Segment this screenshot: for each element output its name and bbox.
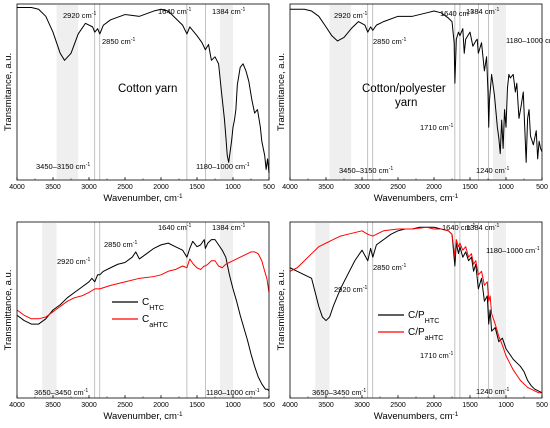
x-tick-label: 4000: [282, 402, 298, 409]
annotation-label: 1640 cm-1: [440, 9, 473, 18]
y-axis-label: Transmitance, a.u.: [3, 53, 14, 131]
x-tick-label: 2000: [426, 184, 442, 191]
spectrum-line-htc: [289, 226, 543, 394]
x-tick-label: 2500: [117, 402, 133, 409]
spectrum-line-main: [17, 7, 270, 174]
x-tick-label: 1000: [498, 184, 514, 191]
annotation-label: 2920 cm-1: [334, 285, 367, 294]
x-tick-label: 2500: [390, 184, 406, 191]
x-tick-label: 500: [263, 402, 275, 409]
x-tick-label: 4000: [9, 184, 25, 191]
annotation-label: 1384 cm-1: [212, 223, 245, 232]
x-tick-label: 1500: [189, 184, 205, 191]
x-tick-label: 4000: [9, 402, 25, 409]
x-tick-label: 3000: [81, 402, 97, 409]
spectrum-line-ahtc: [289, 226, 542, 394]
annotation-label: 2850 cm-1: [104, 240, 137, 249]
annotation-label: 1180–1000 cm-1: [486, 246, 540, 255]
annotation-label: 3650–3450 cm-1: [34, 388, 88, 397]
x-tick-label: 2000: [153, 402, 169, 409]
annotation-label: 1384 cm-1: [466, 7, 499, 16]
y-axis-label: Transmitance, a.u.: [276, 53, 287, 131]
legend-entry: CHTC: [142, 297, 164, 312]
x-tick-label: 1000: [225, 402, 241, 409]
panel-title: Cotton yarn: [118, 83, 177, 95]
panel-bottom-left: 4000 3500 3000 2500 2000 1500 1000 500 Wavenumbe…: [3, 221, 275, 423]
annotation-label: 3650–3450 cm-1: [312, 388, 366, 397]
annotation-label: 1180–1000 cm-1: [506, 36, 550, 45]
panel-title-line2: yarn: [395, 97, 417, 109]
x-tick-label: 1500: [189, 402, 205, 409]
x-tick-label: 1000: [498, 402, 514, 409]
annotation-label: 2850 cm-1: [373, 263, 406, 272]
annotation-label: 1640 cm-1: [158, 7, 191, 16]
y-axis-label: Transmittance, a.u.: [3, 270, 14, 351]
annotation-label: 1240 cm-1: [476, 387, 509, 396]
x-axis-label: Wavenumber, cm-1: [103, 411, 183, 423]
x-axis-label: Wavenumber, cm-1: [103, 193, 183, 205]
panel-top-right: 4000 3500 3000 2500 2000 1500 1000 500 Wavenumbe…: [276, 3, 550, 205]
annotation-label: 2920 cm-1: [57, 257, 90, 266]
x-tick-label: 3500: [45, 402, 61, 409]
annotation-label: 2920 cm-1: [334, 11, 367, 20]
x-tick-label: 4000: [282, 184, 298, 191]
x-tick-label: 2000: [153, 184, 169, 191]
x-tick-label: 3000: [81, 184, 97, 191]
spectrum-line-ahtc: [16, 251, 270, 320]
x-tick-label: 2000: [426, 402, 442, 409]
shaded-band: [493, 5, 506, 179]
annotation-label: 2850 cm-1: [373, 37, 406, 46]
x-axis-label: Wavenumbers, cm-1: [374, 411, 459, 423]
annotation-label: 1240 cm-1: [476, 166, 509, 175]
panel-bottom-right: 4000 3500 3000 2500 2000 1500 1000 500 Wavenumbe…: [276, 221, 548, 423]
annotation-label: 1180–1000 cm-1: [196, 162, 250, 171]
x-tick-label: 2500: [390, 402, 406, 409]
x-tick-label: 500: [263, 184, 275, 191]
x-tick-label: 3500: [318, 184, 334, 191]
shaded-band: [315, 223, 330, 397]
annotation-label: 1710 cm-1: [420, 123, 453, 132]
x-tick-label: 3000: [354, 184, 370, 191]
annotation-label: 1640 cm-1: [158, 223, 191, 232]
x-tick-label: 1000: [225, 184, 241, 191]
annotation-label: 1384 cm-1: [212, 7, 245, 16]
shaded-band: [220, 5, 233, 179]
shaded-band: [56, 5, 79, 179]
x-tick-label: 2500: [117, 184, 133, 191]
x-tick-label: 500: [536, 184, 548, 191]
x-tick-label: 1500: [462, 402, 478, 409]
annotation-label: 1384 cm-1: [466, 223, 499, 232]
panel-title: Cotton/polyester: [362, 83, 446, 95]
annotation-label: 3450–3150 cm-1: [36, 162, 90, 171]
annotation-label: 3450–3150 cm-1: [339, 166, 393, 175]
annotation-label: 1640 cm-1: [442, 223, 475, 232]
shaded-band: [42, 223, 57, 397]
annotation-label: 2920 cm-1: [63, 11, 96, 20]
x-tick-label: 3000: [354, 402, 370, 409]
shaded-band: [493, 223, 506, 397]
annotation-label: 1710 cm-1: [420, 351, 453, 360]
spectrum-line-htc: [16, 239, 270, 392]
panel-top-left: 4000 3500 3000 2500 2000 1500 1000 500 Wavenumbe…: [3, 3, 275, 205]
x-tick-label: 3500: [318, 402, 334, 409]
legend-entry: CaHTC: [142, 314, 168, 329]
x-axis-label: Wavenumbers, cm-1: [374, 193, 459, 205]
y-axis-label: Transmittance, a.u.: [276, 270, 287, 351]
x-tick-label: 1500: [462, 184, 478, 191]
annotation-label: 2850 cm-1: [102, 37, 135, 46]
spectrum-line-main: [290, 8, 543, 163]
x-tick-label: 3500: [45, 184, 61, 191]
legend-entry: C/PHTC: [408, 310, 439, 325]
x-tick-label: 500: [536, 402, 548, 409]
annotation-label: 1180–1000 cm-1: [206, 388, 260, 397]
shaded-band: [329, 5, 352, 179]
legend-entry: C/PaHTC: [408, 327, 443, 342]
